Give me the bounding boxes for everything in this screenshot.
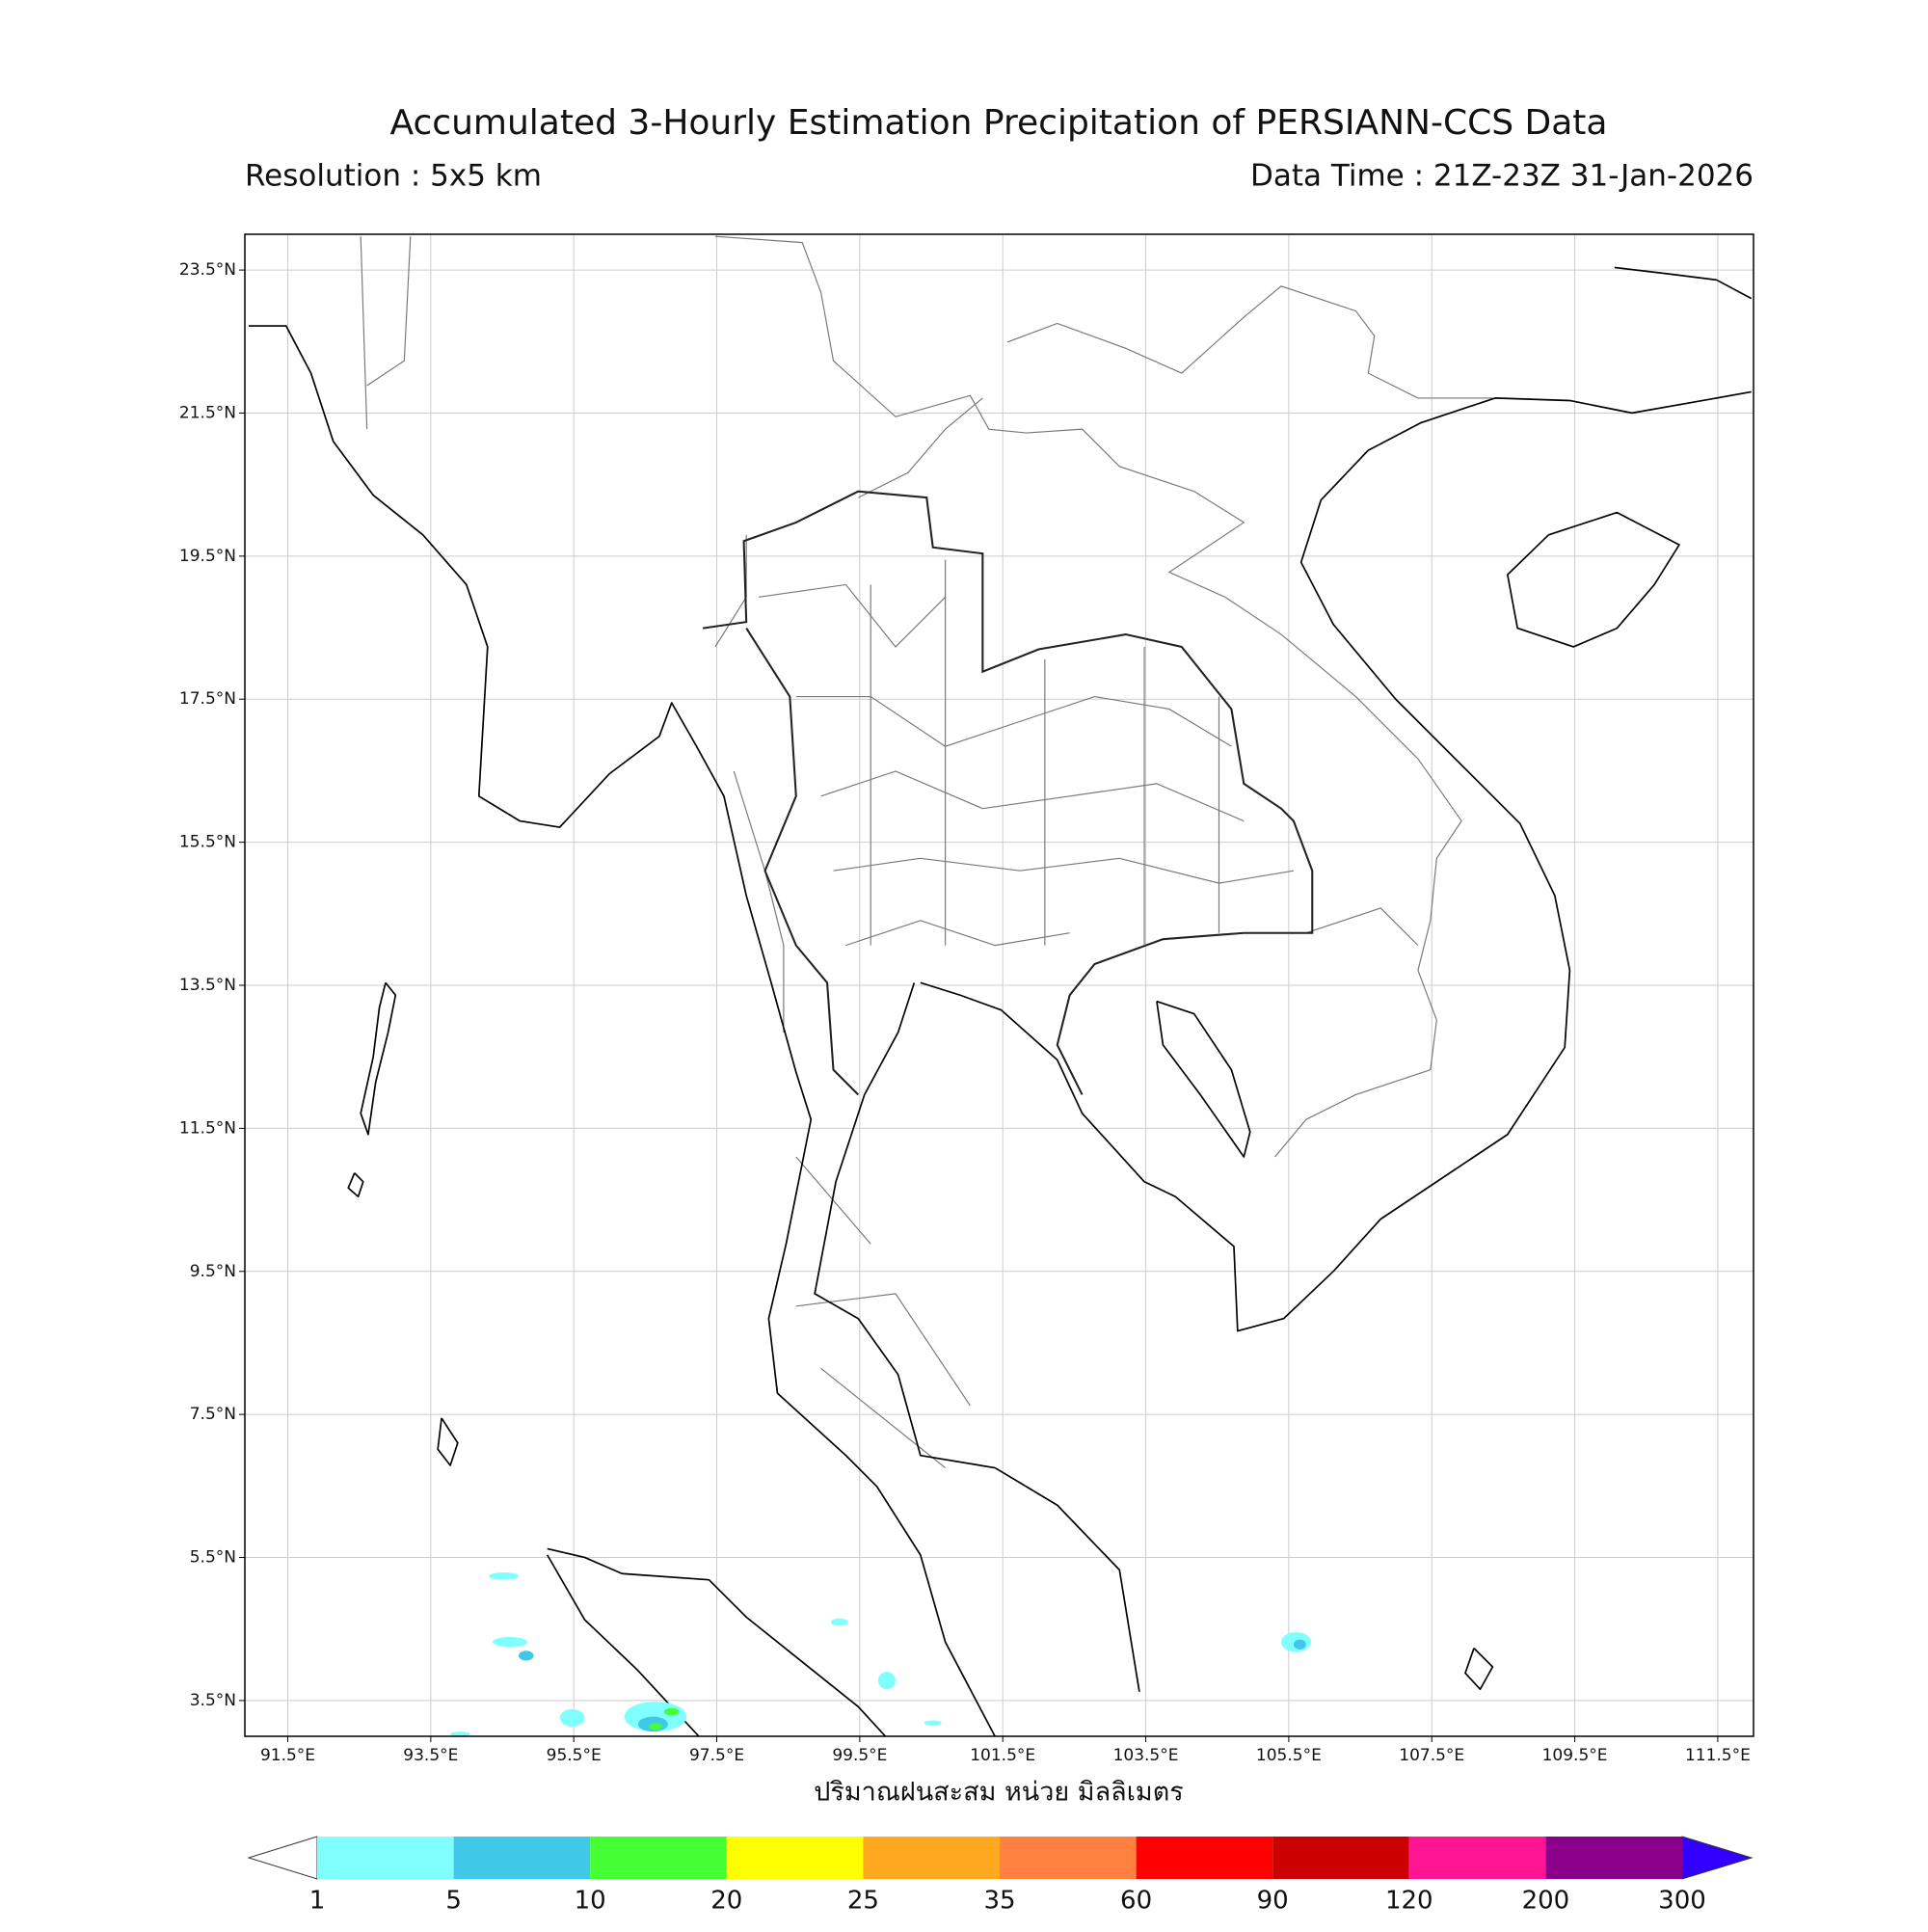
subtitle-right: Data Time : 21Z-23Z 31-Jan-2026: [1250, 159, 1754, 194]
colorbar-segment: [1136, 1837, 1273, 1879]
colorbar-segment: [1545, 1837, 1682, 1879]
x-tick-label: 105.5°E: [1256, 1746, 1322, 1765]
colorbar-label: 200: [1522, 1887, 1570, 1916]
x-tick-label: 99.5°E: [832, 1746, 887, 1765]
y-tick-label: 23.5°N: [179, 260, 236, 280]
colorbar-label: 1: [309, 1887, 326, 1916]
colorbar-segment: [590, 1837, 727, 1879]
colorbar-segment: [726, 1837, 864, 1879]
y-tick-label: 15.5°N: [179, 833, 236, 852]
x-tick-label: 109.5°E: [1542, 1746, 1608, 1765]
x-tick-label: 103.5°E: [1113, 1746, 1179, 1765]
y-tick-label: 3.5°N: [190, 1691, 236, 1710]
y-tick-label: 17.5°N: [179, 689, 236, 709]
y-tick-label: 11.5°N: [179, 1118, 236, 1138]
precipitation-patches: [450, 1571, 1311, 1737]
x-tick-label: 93.5°E: [403, 1746, 458, 1765]
y-tick-label: 13.5°N: [179, 976, 236, 995]
country-borders: [360, 235, 1493, 1158]
grid: [245, 234, 1754, 1736]
y-tick-label: 9.5°N: [190, 1262, 236, 1281]
colorbar-label: 35: [983, 1887, 1015, 1916]
colorbar: 1 5 10 20 25 35 60 90 120 200 300: [247, 1836, 1754, 1916]
colorbar-segment: [1272, 1837, 1409, 1879]
title: Accumulated 3-Hourly Estimation Precipit…: [390, 103, 1608, 143]
basemap: [249, 235, 1753, 1737]
y-tick-label: 7.5°N: [190, 1405, 236, 1424]
colorbar-under: [247, 1836, 318, 1880]
x-tick-label: 101.5°E: [970, 1746, 1035, 1765]
colorbar-label: 120: [1385, 1887, 1433, 1916]
colorbar-label: 10: [575, 1887, 606, 1916]
colorbar-label: 90: [1257, 1887, 1289, 1916]
colorbar-segment: [453, 1837, 591, 1879]
x-tick-label: 107.5°E: [1399, 1746, 1464, 1765]
colorbar-label: 300: [1658, 1887, 1706, 1916]
colorbar-segment: [1000, 1837, 1137, 1879]
colorbar-segment: [1408, 1837, 1546, 1879]
colorbar-label: 20: [710, 1887, 742, 1916]
x-axis-label: ปริมาณฝนสะสม หน่วย มิลลิเมตร: [814, 1778, 1184, 1808]
x-tick-label: 111.5°E: [1685, 1746, 1751, 1765]
x-tick-label: 97.5°E: [689, 1746, 744, 1765]
colorbar-label: 25: [847, 1887, 879, 1916]
colorbar-segment: [317, 1837, 454, 1879]
colorbar-label: 60: [1120, 1887, 1152, 1916]
x-tick-label: 95.5°E: [547, 1746, 602, 1765]
y-tick-label: 5.5°N: [190, 1548, 236, 1568]
y-tick-label: 19.5°N: [179, 547, 236, 566]
colorbar-segment: [863, 1837, 1000, 1879]
provinces: [759, 559, 1295, 1469]
coastline: [249, 266, 1753, 1737]
subtitle-left: Resolution : 5x5 km: [245, 159, 542, 194]
colorbar-over: [1681, 1836, 1754, 1880]
y-tick-label: 21.5°N: [179, 403, 236, 422]
colorbar-label: 5: [445, 1887, 462, 1916]
thailand-border: [702, 490, 1314, 1096]
x-tick-label: 91.5°E: [260, 1746, 315, 1765]
